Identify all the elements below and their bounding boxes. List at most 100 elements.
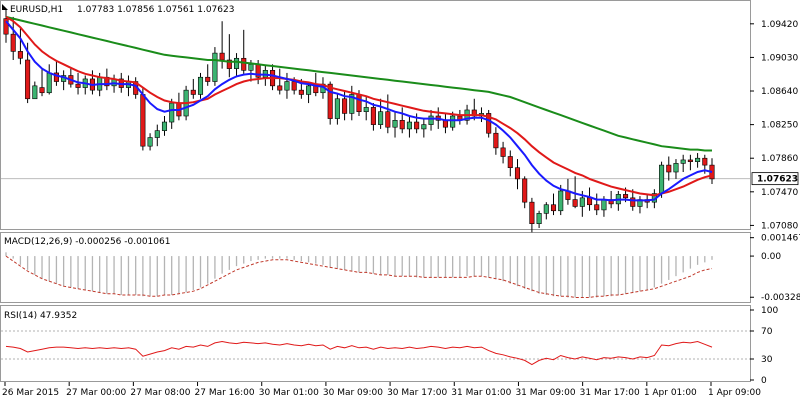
bear-candle xyxy=(241,57,247,71)
rsi-header: RSI(14) 47.9352 xyxy=(4,311,77,321)
bear-candle xyxy=(522,178,528,203)
bull-candle xyxy=(673,163,679,173)
time-tick-label: 31 Mar 01:00 xyxy=(451,388,511,398)
ma-fast-line xyxy=(5,20,713,202)
bull-candle xyxy=(284,81,290,91)
bear-candle xyxy=(586,197,593,206)
bull-candle xyxy=(154,130,160,138)
time-tick-label: 1 Apr 01:00 xyxy=(644,388,697,398)
bear-candle xyxy=(226,59,232,69)
macd-pane xyxy=(0,232,751,303)
bear-candle xyxy=(414,121,420,130)
time-tick-label: 27 Mar 00:00 xyxy=(66,388,126,398)
bull-candle xyxy=(601,199,607,211)
rsi-tick-label: 30 xyxy=(761,355,773,365)
price-tick-label: 1.08640 xyxy=(761,87,798,97)
bull-candle xyxy=(428,115,434,125)
macd-signal-line xyxy=(5,255,713,298)
bull-candle xyxy=(363,107,369,112)
bull-candle xyxy=(197,76,204,95)
bear-candle xyxy=(17,51,23,59)
time-tick-label: 1 Apr 09:00 xyxy=(708,388,761,398)
bear-candle xyxy=(39,87,45,94)
bull-candle xyxy=(334,98,340,119)
bear-candle xyxy=(442,120,448,128)
bull-candle xyxy=(392,120,398,128)
bear-candle xyxy=(493,132,499,149)
bull-candle xyxy=(695,157,701,162)
time-tick-label: 30 Mar 17:00 xyxy=(387,388,447,398)
bear-candle xyxy=(291,81,297,91)
bear-candle xyxy=(399,120,405,130)
price-layer xyxy=(1,10,750,233)
rsi-tick-label: 100 xyxy=(761,306,778,316)
bear-candle xyxy=(572,199,578,207)
bear-candle xyxy=(500,147,506,157)
bear-candle xyxy=(356,94,362,112)
bear-candle xyxy=(594,204,600,211)
price-tick-label: 1.07080 xyxy=(761,221,798,231)
rsi-line xyxy=(5,340,713,366)
ma-mid-line xyxy=(5,16,713,197)
time-tick-label: 30 Mar 09:00 xyxy=(323,388,383,398)
rsi-layer xyxy=(1,330,750,366)
bull-candle xyxy=(169,102,175,123)
bull-candle xyxy=(579,197,585,207)
rsi-tick-label: 0 xyxy=(761,376,767,386)
bull-candle xyxy=(543,204,549,214)
bear-candle xyxy=(75,83,81,88)
bear-candle xyxy=(205,76,211,82)
bear-candle xyxy=(630,197,636,207)
bear-candle xyxy=(298,89,304,95)
price-tick-label: 1.09420 xyxy=(761,20,798,30)
bull-candle xyxy=(558,190,564,212)
bear-candle xyxy=(529,201,535,224)
symbol-label: EURUSD,H1 xyxy=(10,5,63,15)
macd-layer xyxy=(5,252,713,298)
bear-candle xyxy=(25,59,31,100)
bull-candle xyxy=(161,121,168,131)
bear-candle xyxy=(507,156,513,168)
bull-candle xyxy=(147,137,153,147)
bear-candle xyxy=(687,159,693,162)
bull-candle xyxy=(46,72,52,94)
bear-candle xyxy=(550,204,557,212)
time-tick-label: 26 Mar 2015 xyxy=(2,388,59,398)
price-header: EURUSD,H1 1.07783 1.07856 1.07561 1.0762… xyxy=(2,4,234,15)
ma-slow-line xyxy=(5,15,712,152)
time-tick-label: 30 Mar 01:00 xyxy=(259,388,319,398)
bull-candle xyxy=(659,164,665,194)
ohlc-values: 1.07783 1.07856 1.07561 1.07623 xyxy=(77,5,234,15)
bear-candle xyxy=(327,83,333,119)
macd-tick-label: 0.00 xyxy=(761,252,781,262)
bull-candle xyxy=(349,94,355,114)
bear-candle xyxy=(370,107,376,125)
bear-candle xyxy=(486,113,492,134)
bear-candle xyxy=(277,85,283,91)
bear-candle xyxy=(190,89,196,95)
current-price-box xyxy=(751,172,799,186)
bear-candle xyxy=(666,164,672,173)
bear-candle xyxy=(53,72,59,82)
time-tick-label: 27 Mar 08:00 xyxy=(130,388,190,398)
bull-candle xyxy=(233,57,240,69)
bear-candle xyxy=(385,111,391,128)
bear-candle xyxy=(702,157,708,166)
current-price-label: 1.07623 xyxy=(757,175,798,185)
bear-candle xyxy=(514,167,521,180)
rsi-tick-label: 70 xyxy=(761,327,773,337)
chart-corner-triangle-icon xyxy=(2,4,8,10)
axis-layer: 1.09420 1.09030 1.08640 1.08250 1.07860 1.074… xyxy=(2,20,800,398)
bull-candle xyxy=(450,115,456,128)
bear-candle xyxy=(10,33,16,52)
bull-candle xyxy=(421,124,427,130)
macd-tick-label: 0.001467 xyxy=(761,234,800,244)
bear-candle xyxy=(140,94,146,147)
bull-candle xyxy=(306,85,312,95)
price-tick-label: 1.08250 xyxy=(761,121,798,131)
time-tick-label: 27 Mar 16:00 xyxy=(195,388,255,398)
rsi-pane xyxy=(0,305,751,382)
price-tick-label: 1.09030 xyxy=(761,53,798,63)
